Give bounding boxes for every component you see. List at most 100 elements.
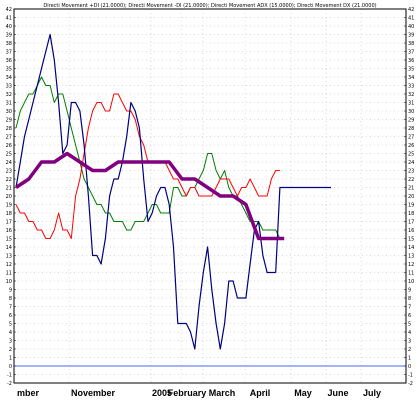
- y-tick-label-left: 18: [6, 211, 12, 217]
- y-tick-label-left: 16: [6, 228, 12, 234]
- y-tick-label-right: 13: [408, 253, 414, 259]
- y-tick-label-right: 6: [408, 313, 411, 319]
- y-tick-label-right: 35: [408, 66, 414, 72]
- y-tick-label-right: 3: [408, 338, 411, 344]
- y-tick-label-right: 19: [408, 202, 414, 208]
- y-tick-label-left: 36: [6, 58, 12, 64]
- y-tick-label-left: 31: [6, 100, 12, 106]
- x-tick-label: June: [327, 388, 348, 398]
- y-tick-label-right: 14: [408, 245, 414, 251]
- series-lines: [15, 33, 331, 350]
- y-tick-label-left: 32: [6, 92, 12, 98]
- y-tick-label-right: 15: [408, 236, 414, 242]
- x-tick-label: April: [250, 388, 271, 398]
- y-tick-label-left: 15: [6, 236, 12, 242]
- y-tick-label-right: 24: [408, 160, 414, 166]
- y-tick-label-right: 30: [408, 109, 414, 115]
- y-tick-label-right: -1: [408, 372, 413, 378]
- y-tick-label-right: 29: [408, 117, 414, 123]
- x-tick-label: mber: [17, 388, 40, 398]
- y-tick-label-right: 32: [408, 92, 414, 98]
- y-tick-label-right: 7: [408, 304, 411, 310]
- y-tick-label-right: 39: [408, 32, 414, 38]
- y-tick-label-left: 22: [6, 177, 12, 183]
- y-tick-label-left: 28: [6, 126, 12, 132]
- y-tick-label-left: 21: [6, 185, 12, 191]
- y-tick-label-right: 26: [408, 143, 414, 149]
- y-tick-label-right: 42: [408, 7, 414, 13]
- y-tick-label-right: 17: [408, 219, 414, 225]
- y-tick-label-left: 2: [9, 347, 12, 353]
- x-tick-label: February: [168, 388, 207, 398]
- y-tick-label-left: 42: [6, 7, 12, 13]
- y-tick-label-right: 25: [408, 151, 414, 157]
- y-tick-label-left: 13: [6, 253, 12, 259]
- y-tick-label-left: 29: [6, 117, 12, 123]
- y-tick-label-right: 34: [408, 75, 414, 81]
- y-tick-label-left: 5: [9, 321, 12, 327]
- y-tick-label-right: 5: [408, 321, 411, 327]
- y-tick-label-left: 4: [9, 330, 12, 336]
- y-tick-label-left: 37: [6, 49, 12, 55]
- y-tick-label-right: 4: [408, 330, 411, 336]
- y-tick-label-right: 28: [408, 126, 414, 132]
- series-line-adx: [15, 151, 285, 241]
- grid: [14, 8, 406, 384]
- x-tick-label: November: [71, 388, 116, 398]
- x-tick-label: 2005: [152, 388, 172, 398]
- y-tick-label-right: 16: [408, 228, 414, 234]
- y-tick-label-left: 14: [6, 245, 12, 251]
- y-tick-label-left: 1: [9, 355, 12, 361]
- y-tick-label-left: 25: [6, 151, 12, 157]
- y-tick-label-right: 41: [408, 15, 414, 21]
- y-tick-label-left: 6: [9, 313, 12, 319]
- y-tick-label-left: 35: [6, 66, 12, 72]
- y-ticks-right: -2-1012345678910111213141516171819202122…: [404, 7, 414, 387]
- y-tick-label-right: -2: [408, 381, 413, 387]
- y-tick-label-right: 22: [408, 177, 414, 183]
- y-tick-label-left: 34: [6, 75, 12, 81]
- y-tick-label-right: 37: [408, 49, 414, 55]
- y-tick-label-left: 20: [6, 194, 12, 200]
- y-tick-label-left: 33: [6, 83, 12, 89]
- y-tick-label-left: 9: [9, 287, 12, 293]
- y-tick-label-left: 12: [6, 262, 12, 268]
- y-tick-label-left: 11: [6, 270, 12, 276]
- y-tick-label-left: -1: [7, 372, 12, 378]
- x-tick-label: July: [363, 388, 381, 398]
- y-tick-label-right: 33: [408, 83, 414, 89]
- y-tick-label-left: 38: [6, 41, 12, 47]
- y-tick-label-right: 36: [408, 58, 414, 64]
- y-tick-label-left: -2: [7, 381, 12, 387]
- y-tick-label-left: 40: [6, 24, 12, 30]
- y-tick-label-right: 11: [408, 270, 414, 276]
- series-line-dx: [15, 33, 331, 350]
- y-tick-label-right: 8: [408, 296, 411, 302]
- y-tick-label-right: 40: [408, 24, 414, 30]
- y-tick-label-right: 9: [408, 287, 411, 293]
- y-tick-label-right: 31: [408, 100, 414, 106]
- y-tick-label-left: 23: [6, 168, 12, 174]
- y-tick-label-right: 12: [408, 262, 414, 268]
- y-tick-label-left: 8: [9, 296, 12, 302]
- y-tick-label-right: 10: [408, 279, 414, 285]
- y-tick-label-left: 3: [9, 338, 12, 344]
- y-tick-label-left: 26: [6, 143, 12, 149]
- y-tick-label-right: 2: [408, 347, 411, 353]
- y-tick-label-left: 17: [6, 219, 12, 225]
- y-tick-label-left: 39: [6, 32, 12, 38]
- y-tick-label-left: 7: [9, 304, 12, 310]
- y-tick-label-left: 24: [6, 160, 12, 166]
- y-tick-label-right: 20: [408, 194, 414, 200]
- chart-title: Directi Movement +DI (21.0000); Directi …: [43, 3, 376, 9]
- y-tick-label-right: 1: [408, 355, 411, 361]
- y-tick-label-right: 21: [408, 185, 414, 191]
- y-tick-label-left: 19: [6, 202, 12, 208]
- y-tick-label-left: 41: [6, 15, 12, 21]
- x-tick-label: May: [294, 388, 312, 398]
- y-tick-label-right: 23: [408, 168, 414, 174]
- y-tick-label-right: 18: [408, 211, 414, 217]
